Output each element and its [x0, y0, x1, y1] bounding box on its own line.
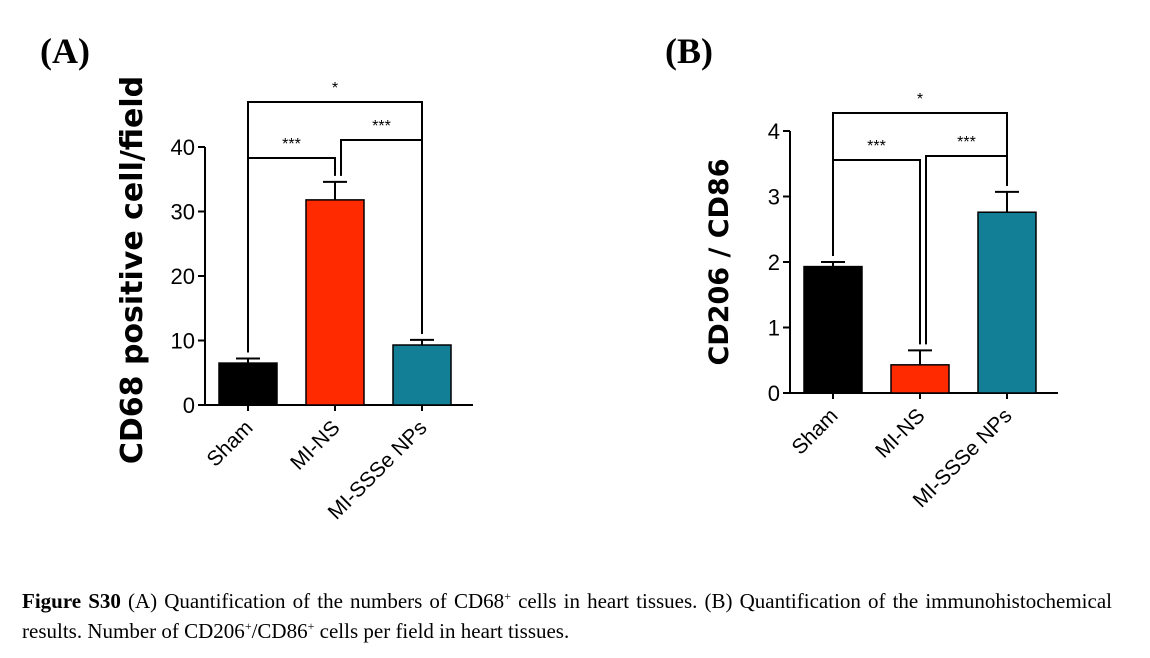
category-label: MI-NS	[871, 404, 929, 462]
y-tick-label: 3	[768, 185, 780, 210]
bar	[218, 362, 278, 406]
y-tick-label: 4	[768, 119, 780, 144]
y-tick-label: 0	[183, 393, 195, 418]
bar	[305, 199, 365, 406]
y-tick-label: 2	[768, 250, 780, 275]
y-tick-label: 20	[171, 264, 195, 289]
y-tick-label: 30	[171, 200, 195, 225]
bar	[890, 364, 950, 394]
significance-label: *	[332, 80, 338, 97]
panel-label: (A)	[40, 31, 90, 71]
significance-label: ***	[372, 118, 391, 135]
significance-label: ***	[282, 136, 301, 153]
bar	[977, 211, 1037, 394]
caption-label: Figure S30	[22, 589, 121, 613]
y-axis-label: CD68 positive cell/field	[115, 76, 150, 464]
significance-bracket	[832, 112, 1008, 256]
bar	[392, 344, 452, 406]
figure: (A)CD68 positive cell/field 010203040Sham…	[40, 31, 1058, 524]
significance-label: ***	[867, 138, 886, 155]
caption-sup-2: +	[244, 619, 252, 633]
y-tick-label: 10	[171, 329, 195, 354]
significance-bracket	[247, 101, 423, 353]
category-label: Sham	[202, 416, 257, 471]
significance-label: *	[917, 91, 923, 108]
y-axis-label: CD206 / CD86	[704, 158, 735, 365]
bar	[803, 265, 863, 394]
caption-text-4: cells per field in heart tissues.	[314, 619, 570, 643]
caption-text-3: /CD86	[251, 619, 308, 643]
category-label: MI-NS	[286, 416, 344, 474]
y-tick-label: 0	[768, 381, 780, 406]
caption-sup-3: +	[307, 619, 315, 633]
category-label: Sham	[787, 404, 842, 459]
panel-label: (B)	[665, 31, 713, 71]
panel-a-chart: (A) CD68 positive cell/field 0 10 20 30 40 Sham…	[40, 31, 473, 524]
caption-text-2: cells in heart tissues. (B) Quantificati…	[22, 589, 1112, 643]
figure-caption: Figure S30 (A) Quantification of the num…	[22, 586, 1112, 646]
caption-text-1: (A) Quantification of the numbers of CD6…	[120, 589, 505, 613]
caption-sup-1: +	[504, 589, 511, 603]
significance-label: ***	[957, 134, 976, 151]
y-tick-label: 40	[171, 135, 195, 160]
y-tick-label: 1	[768, 316, 780, 341]
